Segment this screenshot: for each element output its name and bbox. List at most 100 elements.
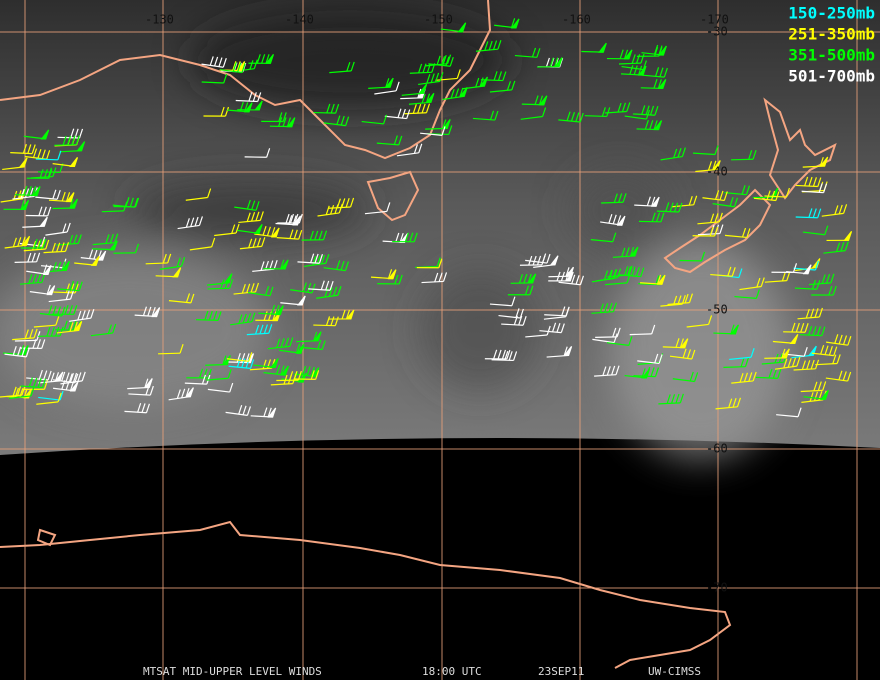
barb-flag — [61, 191, 66, 202]
barb-flag — [657, 79, 662, 89]
barb-flag — [797, 407, 802, 417]
barb-flag — [714, 226, 719, 237]
barb-flag — [74, 281, 79, 291]
barb-flag — [654, 67, 660, 77]
barb-shaft — [267, 345, 290, 350]
wind-barb — [276, 370, 302, 382]
barb-flag — [341, 309, 346, 320]
barb-flag — [64, 242, 70, 252]
barb-flag — [655, 275, 660, 285]
barb-flag — [401, 108, 406, 119]
wind-barb — [168, 387, 194, 401]
wind-barb — [640, 78, 667, 90]
wind-barb — [74, 255, 100, 266]
barb-flag — [65, 372, 70, 382]
wind-barb — [595, 268, 622, 282]
barb-flag — [64, 305, 69, 315]
barb-shaft — [605, 282, 628, 286]
barb-shaft — [660, 303, 683, 307]
barb-flag — [326, 103, 331, 114]
barb-flag — [624, 266, 629, 276]
barb-pennant — [653, 120, 663, 131]
barb-shaft — [300, 346, 323, 351]
wind-barb — [201, 73, 228, 84]
barb-shaft — [801, 399, 824, 403]
barb-flag — [684, 293, 689, 304]
barb-shaft — [207, 287, 230, 290]
lon-label: -170 — [700, 13, 729, 27]
barb-shaft — [329, 70, 352, 74]
barb-flag — [838, 204, 843, 215]
barb-shaft — [525, 259, 548, 264]
barb-flag — [748, 150, 753, 160]
barb-flag — [436, 55, 441, 65]
barb-shaft — [57, 136, 80, 139]
barb-flag — [549, 57, 554, 67]
wind-barb — [392, 232, 418, 243]
barb-shaft — [594, 374, 617, 377]
barb-pennant — [657, 79, 667, 90]
barb-flag — [541, 107, 547, 117]
barb-pennant — [457, 22, 467, 33]
barb-pennant — [730, 324, 739, 335]
wind-barb — [815, 354, 841, 366]
barb-pennant — [65, 192, 75, 203]
barb-flag — [81, 310, 86, 320]
wind-barb — [671, 195, 698, 208]
barb-shaft — [724, 234, 747, 239]
barb-flag — [718, 212, 723, 223]
barb-shaft — [376, 142, 399, 146]
barb-flag — [211, 237, 216, 248]
barb-flag — [804, 323, 809, 333]
barb-flag — [821, 326, 826, 336]
wind-barb — [57, 128, 84, 139]
wind-barb — [795, 176, 822, 188]
wind-barb — [39, 305, 66, 317]
wind-barb — [581, 42, 607, 53]
barb-flag — [251, 312, 256, 322]
barb-flag — [85, 309, 91, 319]
barb-shaft — [48, 298, 71, 303]
barb-flag — [180, 256, 186, 267]
wind-barb — [54, 135, 80, 146]
barb-flag — [232, 62, 237, 72]
wind-barb — [695, 160, 721, 173]
barb-flag — [252, 238, 257, 248]
barb-flag — [315, 370, 320, 380]
barb-flag — [814, 260, 820, 271]
barb-flag — [645, 105, 650, 115]
barb-pennant — [73, 321, 83, 332]
wind-barb — [237, 224, 263, 234]
wind-barb — [731, 150, 757, 161]
wind-barb — [638, 212, 665, 223]
barb-flag — [262, 226, 267, 236]
barb-flag — [575, 275, 580, 285]
barb-pennant — [312, 331, 322, 342]
barb-flag — [768, 368, 773, 379]
wind-barb — [316, 286, 342, 299]
wind-barb — [279, 343, 305, 354]
barb-flag — [288, 215, 293, 225]
barb-pennant — [418, 83, 428, 94]
wind-barb — [692, 226, 719, 237]
barb-flag — [660, 212, 665, 222]
barb-flag — [653, 120, 658, 130]
barb-shaft — [37, 171, 60, 174]
barb-flag — [69, 372, 74, 383]
barb-pennant — [527, 273, 537, 284]
wind-barb — [15, 185, 41, 197]
barb-flag — [700, 251, 706, 262]
wind-barb — [206, 369, 232, 381]
barb-flag — [710, 213, 715, 223]
wind-barb — [546, 346, 573, 358]
barb-shaft — [14, 339, 37, 342]
wind-barb — [33, 316, 60, 328]
barb-flag — [259, 324, 264, 335]
barb-flag — [265, 286, 270, 296]
barb-flag — [229, 279, 234, 289]
wind-barb — [22, 216, 48, 228]
wind-barb — [799, 325, 826, 337]
barb-flag — [626, 266, 632, 276]
wind-barb — [660, 295, 686, 307]
